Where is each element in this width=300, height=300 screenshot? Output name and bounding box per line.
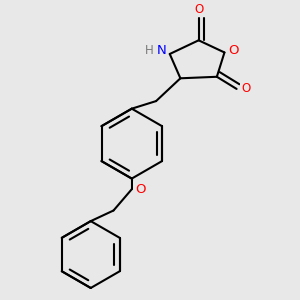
- Text: N: N: [156, 44, 166, 57]
- Text: H: H: [145, 44, 154, 57]
- Text: O: O: [228, 44, 239, 56]
- Text: O: O: [135, 183, 146, 196]
- Text: O: O: [194, 2, 203, 16]
- Text: O: O: [242, 82, 251, 95]
